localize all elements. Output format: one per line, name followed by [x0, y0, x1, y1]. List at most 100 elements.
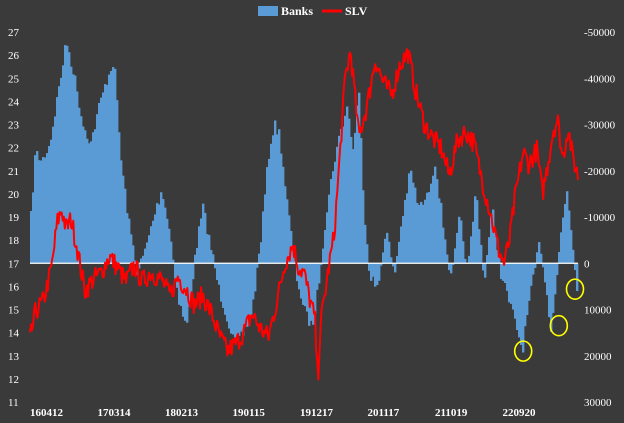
banks-bar: [282, 166, 285, 264]
banks-bar: [228, 263, 231, 329]
banks-bar: [546, 263, 549, 296]
right-tick-label: 0: [584, 258, 590, 270]
banks-bar: [156, 203, 159, 264]
banks-bar: [434, 166, 437, 264]
banks-bar: [572, 249, 575, 264]
banks-bar: [204, 212, 207, 264]
banks-bar: [520, 263, 523, 345]
banks-bar: [106, 85, 109, 264]
left-tick-label: 13: [8, 351, 20, 363]
banks-bar: [218, 263, 221, 285]
banks-bar: [160, 192, 163, 264]
banks-bar: [384, 238, 387, 264]
banks-bar: [564, 203, 567, 264]
highlight-circle: [549, 314, 569, 337]
banks-bar: [300, 263, 303, 299]
banks-bar: [76, 91, 79, 264]
banks-bar: [400, 226, 403, 264]
banks-bar: [56, 97, 59, 264]
banks-bar: [158, 204, 161, 264]
banks-bar: [44, 157, 47, 264]
banks-bar: [348, 118, 351, 264]
banks-bar: [512, 263, 515, 310]
banks-bar: [356, 105, 359, 264]
banks-bar: [568, 210, 571, 264]
banks-bar: [518, 263, 521, 338]
left-tick-label: 22: [8, 143, 19, 155]
banks-bar: [270, 143, 273, 264]
banks-bar: [96, 114, 99, 264]
banks-bar: [50, 139, 53, 264]
banks-bar: [170, 241, 173, 264]
banks-bar: [358, 92, 361, 264]
legend-banks-swatch: [258, 6, 278, 16]
banks-bar: [450, 263, 453, 274]
right-tick-label: -30000: [584, 120, 616, 132]
banks-bar: [232, 263, 235, 335]
banks-bar: [510, 263, 513, 304]
banks-bar: [142, 255, 145, 264]
banks-bar: [34, 155, 37, 264]
banks-bar: [110, 70, 113, 264]
left-tick-label: 11: [8, 397, 19, 409]
banks-bar: [246, 263, 249, 327]
banks-bar: [336, 146, 339, 264]
banks-bar: [286, 199, 289, 264]
banks-bar: [378, 263, 381, 281]
banks-bar: [262, 211, 265, 264]
banks-bar: [402, 216, 405, 264]
banks-bar: [426, 192, 429, 264]
left-tick-label: 18: [8, 235, 20, 247]
banks-bar: [446, 254, 449, 264]
banks-bar: [390, 257, 393, 264]
banks-bar: [486, 255, 489, 264]
banks-bar: [380, 263, 383, 266]
banks-bar: [304, 263, 307, 307]
banks-bar: [40, 160, 43, 264]
left-tick-label: 16: [8, 281, 20, 293]
banks-bar: [354, 132, 357, 264]
banks-bar: [538, 242, 541, 264]
left-axis: 11 12 13 14 15 16 17 18 19 20 21 22 23 24 25 26 27: [8, 27, 20, 409]
banks-bar: [146, 242, 149, 264]
banks-bar: [484, 263, 487, 278]
banks-bar: [238, 263, 241, 336]
banks-bar: [130, 234, 133, 264]
banks-bar: [176, 263, 179, 288]
banks-bar: [118, 132, 121, 264]
banks-bar: [150, 226, 153, 264]
x-tick-label: 201117: [368, 407, 400, 419]
left-tick-label: 19: [8, 212, 20, 224]
banks-bar: [464, 258, 467, 264]
banks-bar: [442, 227, 445, 264]
banks-bar: [258, 253, 261, 264]
banks-bar: [514, 263, 517, 319]
banks-bar: [298, 263, 301, 290]
banks-bar: [60, 77, 63, 264]
banks-bar: [548, 263, 551, 318]
banks-bar: [280, 153, 283, 264]
banks-bar: [326, 212, 329, 264]
banks-bar: [36, 151, 39, 264]
banks-bar: [198, 226, 201, 264]
banks-bar: [66, 45, 69, 264]
banks-bar: [350, 136, 353, 264]
left-tick-label: 17: [8, 258, 20, 270]
banks-bar: [574, 263, 577, 271]
banks-bar: [362, 190, 365, 264]
banks-bar: [248, 263, 251, 319]
banks-bar: [440, 202, 443, 264]
banks-bar: [212, 254, 215, 264]
banks-bar: [414, 187, 417, 264]
banks-bar: [88, 143, 91, 264]
banks-bar: [404, 199, 407, 264]
banks-bar: [254, 263, 257, 292]
banks-bar: [460, 220, 463, 264]
banks-bar: [116, 100, 119, 264]
banks-bar: [438, 198, 441, 264]
banks-bar: [178, 263, 181, 305]
banks-bar: [120, 160, 123, 264]
banks-bar: [114, 68, 117, 264]
banks-bar: [320, 263, 323, 266]
banks-bar: [90, 141, 93, 264]
